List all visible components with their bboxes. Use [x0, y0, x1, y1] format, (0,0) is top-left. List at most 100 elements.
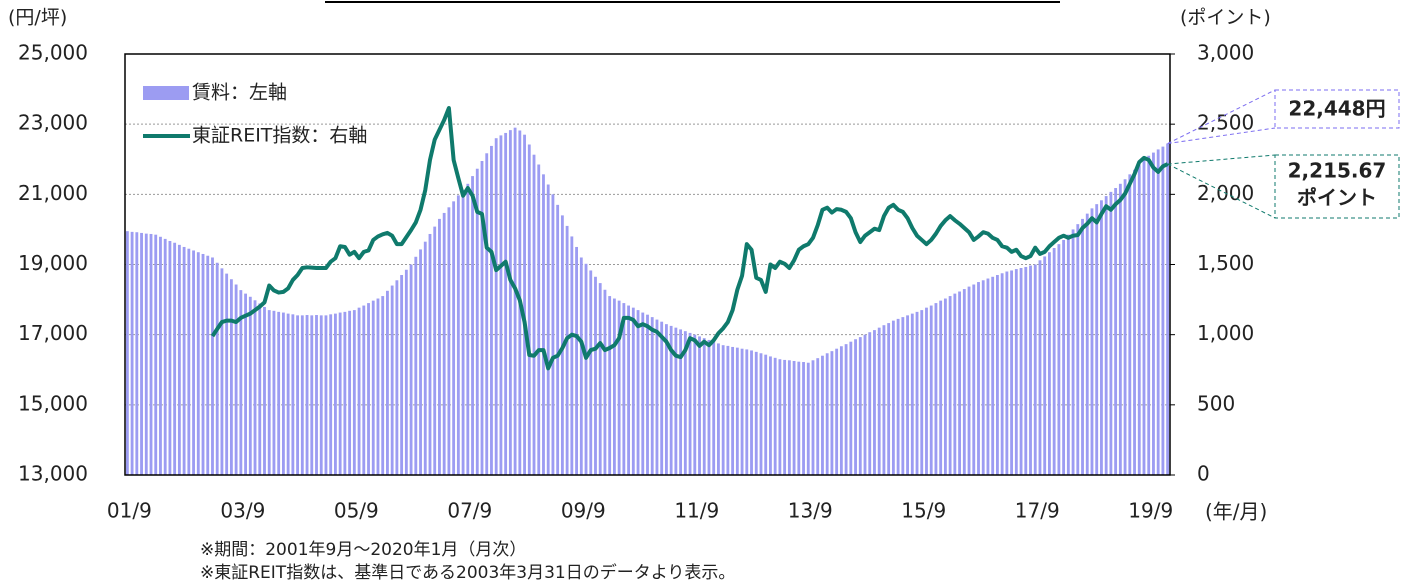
bar	[135, 232, 139, 475]
bar	[594, 276, 597, 475]
bar	[1071, 229, 1075, 475]
bar	[1081, 218, 1084, 475]
bar	[343, 311, 347, 475]
bar	[300, 315, 304, 475]
bar	[948, 296, 952, 475]
bar	[352, 310, 356, 475]
y2-tick-label: 2,500	[1197, 111, 1254, 135]
bar	[215, 262, 219, 475]
bar	[144, 233, 148, 475]
bar	[319, 315, 323, 475]
bar	[461, 189, 465, 475]
bar	[707, 339, 711, 475]
bar	[764, 354, 768, 475]
bar	[1038, 260, 1042, 475]
bar	[225, 273, 229, 475]
bar	[873, 330, 876, 475]
plot-frame	[124, 53, 1171, 476]
bar	[376, 298, 380, 475]
y2-tick-label: 1,500	[1197, 251, 1254, 275]
bar	[1024, 266, 1028, 475]
x-tick-label: 15/9	[901, 499, 946, 523]
bar	[1048, 252, 1051, 475]
bar	[622, 303, 626, 475]
bar	[130, 231, 134, 475]
bar	[1118, 183, 1122, 475]
bar	[754, 351, 758, 475]
bar	[551, 194, 555, 476]
bar	[929, 305, 933, 475]
bar	[740, 348, 744, 475]
bar	[925, 307, 928, 475]
x-tick-label: 01/9	[107, 499, 152, 523]
bar	[442, 212, 446, 476]
bar	[887, 323, 891, 475]
x-tick-label: 09/9	[561, 499, 606, 523]
bar	[527, 144, 531, 475]
bar	[286, 313, 290, 475]
bar	[523, 134, 526, 476]
bar	[229, 279, 233, 475]
bar	[1147, 155, 1151, 475]
bar	[1100, 200, 1103, 476]
y-tick-label: 21,000	[18, 181, 88, 205]
bar	[187, 248, 191, 475]
bar	[778, 359, 782, 475]
bar	[967, 286, 971, 475]
bar	[901, 317, 905, 475]
bar	[650, 317, 654, 475]
bar	[386, 290, 389, 475]
bar	[532, 154, 536, 476]
bar	[125, 231, 129, 475]
bar	[1152, 152, 1155, 475]
note: ※東証REIT指数は、基準日である2003年3月31日のデータより表示。	[200, 562, 735, 581]
leader-line	[1167, 89, 1276, 144]
bar	[452, 201, 456, 475]
bar	[513, 127, 517, 476]
bar	[253, 300, 257, 475]
bar	[367, 303, 370, 475]
bar	[182, 246, 186, 475]
bar	[244, 293, 247, 475]
bar	[338, 312, 342, 475]
bar	[357, 307, 361, 475]
bar	[584, 263, 588, 475]
bar	[821, 355, 824, 475]
bar	[660, 321, 664, 475]
bar	[390, 285, 394, 475]
y2-tick-label: 3,000	[1197, 41, 1254, 65]
bar	[192, 250, 195, 475]
bar	[296, 315, 300, 475]
bar	[1014, 269, 1018, 475]
bar	[773, 357, 777, 475]
bar	[891, 320, 895, 475]
bar	[154, 234, 158, 475]
bar	[329, 314, 333, 475]
bar	[196, 252, 200, 475]
bar	[400, 275, 404, 475]
bar	[910, 313, 914, 475]
bar	[475, 168, 479, 475]
bar	[674, 327, 678, 475]
bar	[1029, 265, 1032, 475]
bar	[546, 184, 550, 475]
bar	[159, 236, 162, 475]
x-tick-label: 17/9	[1015, 499, 1060, 523]
bar	[305, 315, 309, 475]
bar	[508, 130, 512, 475]
bar	[220, 268, 224, 475]
bar	[177, 244, 181, 475]
legend-swatch	[143, 86, 189, 100]
y-tick-label: 15,000	[18, 391, 88, 415]
bar	[939, 300, 943, 475]
bar	[882, 325, 886, 475]
bar	[688, 332, 692, 475]
annotation-box	[1274, 89, 1400, 129]
bar	[163, 238, 167, 475]
bar	[149, 233, 153, 475]
bar	[404, 269, 408, 475]
bar	[806, 362, 810, 475]
bar	[783, 359, 787, 475]
bar	[414, 256, 418, 475]
bar	[627, 305, 631, 475]
